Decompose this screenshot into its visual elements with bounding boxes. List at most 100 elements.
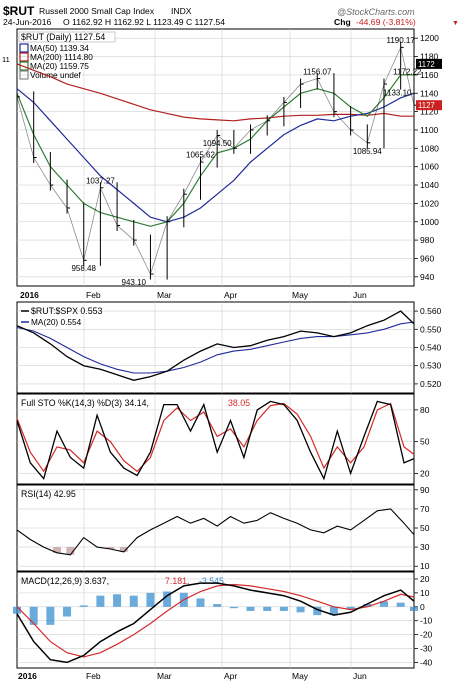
y-tick-label: 1040 (420, 180, 439, 190)
y-tick-label: 1020 (420, 198, 439, 208)
year-label-bottom: 2016 (18, 671, 37, 681)
panel-rsi: 10 30 50 70 90 RSI(14) 42.95 (16, 484, 430, 572)
rsi-oversold-fill (119, 547, 128, 552)
legend-label: Volume undef (30, 70, 81, 80)
price-tag-label: 1172 (418, 60, 435, 69)
macd-histogram-bar (29, 606, 38, 625)
price-annotation: 1037.27 (86, 177, 115, 186)
month-label: Feb (86, 290, 101, 300)
panel-price: 940 960 980 1000 1020 1040 1060 1080 1100 1120 114… (2, 28, 442, 287)
macd-histogram-bar (146, 592, 155, 607)
y-tick-label: 20 (420, 574, 430, 584)
title-box (18, 31, 116, 43)
header-ohlc: O 1162.92 H 1162.92 L 1123.49 C 1127.54 (63, 17, 225, 27)
macd-histogram-bar (379, 601, 388, 607)
y-tick-label: 1000 (420, 217, 439, 227)
header-date: 24-Jun-2016 (3, 17, 51, 27)
month-label-bottom: Apr (224, 671, 237, 681)
macd-histogram-bar (229, 606, 238, 609)
y-tick-label: 1140 (420, 88, 439, 98)
price-annotation: 1156.07 (303, 68, 332, 77)
macd-histogram-bar (329, 606, 338, 616)
macd-histogram-bar (113, 594, 122, 607)
macd-histogram-bar (246, 606, 255, 611)
ratio-ma20-line (16, 321, 415, 374)
price-annotation: 943.10 (122, 278, 147, 287)
legend-label: MA(50) 1139.34 (30, 43, 89, 53)
price-tag (416, 58, 442, 69)
macd-histogram-bar (396, 602, 405, 607)
price-annotation: 1085.94 (353, 147, 382, 156)
price-annotation: 1065.62 (186, 151, 215, 160)
panel-frame (16, 28, 415, 287)
macd-histogram-bar (196, 598, 205, 607)
macd-histogram-bar (46, 606, 55, 625)
panel-macd: -40 -30 -20 -10 0 10 20 MACD(12,26,9) 3.637, 7.1… (13, 571, 433, 669)
y-tick-label: 0.560 (420, 306, 442, 316)
panel-frame (16, 571, 415, 669)
legend-swatch (19, 70, 29, 80)
price-annotation: 1133.10 (383, 89, 412, 98)
macd-signal-line (16, 583, 415, 658)
y-tick-label: 0.540 (420, 343, 442, 353)
price-annotation: 1172.22 (393, 68, 422, 77)
macd-signal-value: 7.181, (165, 576, 189, 586)
y-tick-label: 1100 (420, 125, 439, 135)
y-tick-label: 0.520 (420, 379, 442, 389)
rsi-oversold-fill (66, 547, 75, 555)
y-tick-label: 10 (420, 561, 430, 571)
month-label: 2016 (20, 290, 39, 300)
price-tag-label: 1127 (418, 101, 435, 110)
price-edge-label: 11 (2, 55, 10, 64)
panel-frame (16, 393, 415, 485)
y-tick-label: 1080 (420, 143, 439, 153)
month-label-bottom: Mar (157, 671, 172, 681)
macd-histogram-bar (363, 604, 372, 607)
legend-swatch (19, 61, 29, 71)
y-tick-label: 1180 (420, 52, 439, 62)
y-tick-label: 960 (420, 253, 434, 263)
legend-label: MA(20) 0.554 (31, 317, 82, 327)
y-tick-label: 70 (420, 504, 430, 514)
y-tick-label: 10 (420, 588, 430, 598)
panel-title: RSI(14) 42.95 (21, 489, 76, 499)
macd-histogram-bar (13, 606, 21, 614)
rsi-oversold-fill (106, 547, 115, 550)
stoch-k-line (16, 400, 415, 481)
month-label: May (292, 290, 309, 300)
stoch-d-value: 38.05 (228, 398, 250, 408)
panel-title: $RUT:$SPX 0.553 (31, 306, 103, 316)
macd-histogram-bar (346, 606, 355, 610)
macd-histogram-bar (313, 606, 322, 616)
macd-histogram-bar (63, 606, 72, 617)
y-tick-label: 20 (420, 468, 430, 478)
panel-stochastic: 20 50 80 Full STO %K(14,3) %D(3) 34.14, 38.0… (16, 393, 430, 485)
y-tick-label: -20 (420, 630, 433, 640)
panel-ratio: 0.520 0.530 0.540 0.550 0.560 $RUT:$SPX 0.553… (16, 301, 442, 394)
macd-histogram-bar (129, 595, 138, 607)
price-annotation: 958.48 (71, 264, 96, 273)
macd-histogram-bar (213, 604, 222, 607)
price-annotation: 1094.50 (203, 139, 232, 148)
y-tick-label: 0 (420, 602, 425, 612)
down-arrow-icon: ▼ (452, 20, 459, 27)
y-tick-label: 1160 (420, 70, 439, 80)
y-tick-label: 80 (420, 405, 430, 415)
macd-histogram-bar (163, 591, 172, 607)
month-label: Apr (224, 290, 237, 300)
month-label-bottom: May (292, 671, 309, 681)
header-name: Russell 2000 Small Cap Index (39, 6, 155, 16)
header-chg-label: Chg (334, 17, 351, 27)
month-label-bottom: Feb (86, 671, 101, 681)
macd-histogram-bar (296, 606, 305, 613)
y-tick-label: 90 (420, 485, 430, 495)
y-tick-label: 1120 (420, 107, 439, 117)
legend-swatch (19, 52, 29, 62)
macd-histogram-bar (79, 605, 88, 607)
rsi-oversold-fill (53, 547, 62, 553)
y-tick-label: 980 (420, 235, 434, 245)
y-tick-label: 940 (420, 272, 434, 282)
y-tick-label: 1060 (420, 162, 439, 172)
